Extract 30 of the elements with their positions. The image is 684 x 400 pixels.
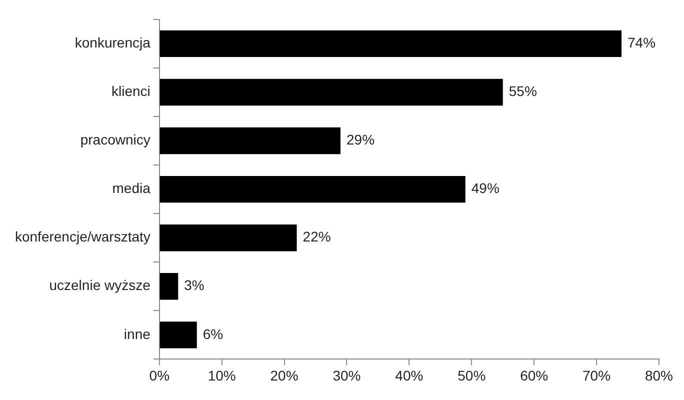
bar [160,30,622,58]
x-tick-label: 30% [332,367,361,384]
bar [160,78,503,106]
bar [160,322,197,348]
y-tick-label: inne [124,326,151,342]
data-label: 29% [346,132,375,148]
y-tick-label: konferencje/warsztaty [14,228,150,245]
x-tick-label: 60% [520,367,548,384]
y-tick-label: pracownicy [80,132,150,148]
y-tick-label: klienci [111,83,150,100]
data-label: 74% [628,34,656,51]
x-tick-label: 50% [458,367,486,384]
y-tick-label: media [112,180,151,196]
x-tick-label: 20% [270,367,298,384]
data-label: 6% [202,326,224,342]
data-label: 55% [508,83,537,100]
x-tick-label: 0% [149,367,170,384]
x-tick-label: 70% [582,367,611,384]
data-label: 3% [184,277,204,294]
bar [160,273,178,300]
data-label: 22% [302,228,331,245]
x-tick-label: 40% [395,367,424,384]
bar [160,176,466,203]
data-label: 49% [471,180,500,196]
bar [160,127,340,154]
y-tick-label: konkurencja [74,34,151,51]
bar [160,224,297,252]
y-tick-label: uczelnie wyższe [49,277,151,294]
x-tick-label: 80% [644,367,674,384]
x-tick-label: 10% [208,367,236,384]
